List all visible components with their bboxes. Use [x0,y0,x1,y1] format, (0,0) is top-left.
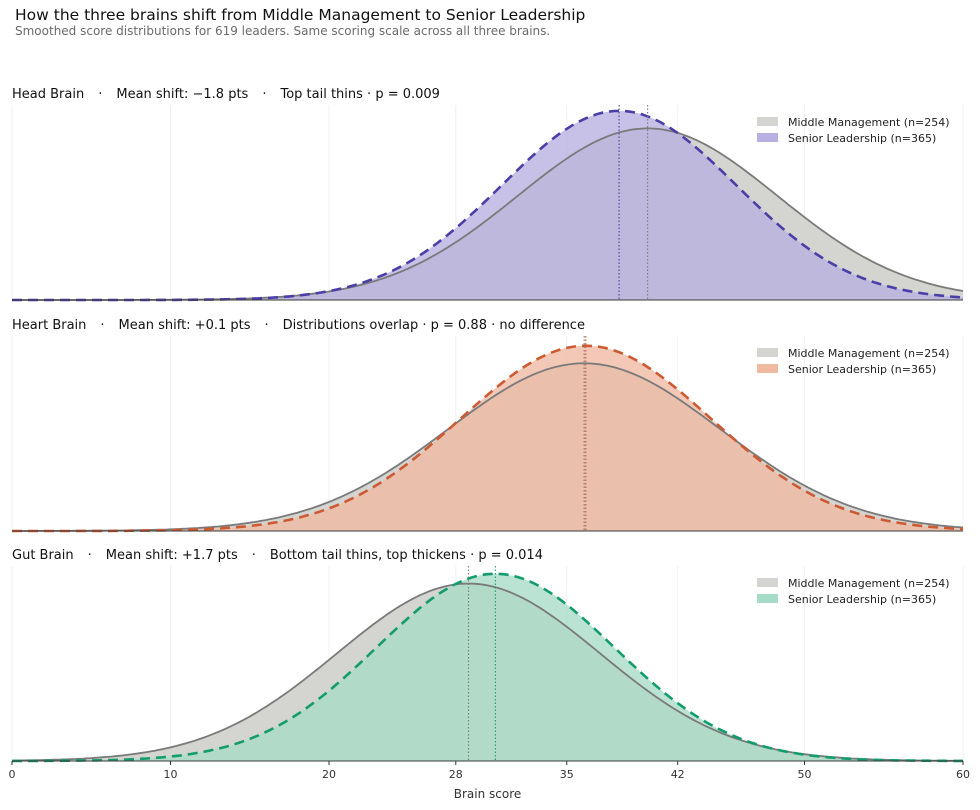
legend-label-middle-management: Middle Management (n=254) [788,347,950,360]
legend-swatch-middle-management [757,348,778,357]
mean-shift-label: Mean shift: +0.1 pts [119,318,251,333]
legend-label-senior-leadership: Senior Leadership (n=365) [788,363,936,376]
panel-header: Gut Brain · Mean shift: +1.7 pts · Bottom ta… [12,548,543,563]
x-tick-label: 50 [798,768,812,781]
x-tick-label: 10 [164,768,178,781]
senior-leadership-line [12,109,964,302]
legend-swatch-senior-leadership [757,364,778,373]
tail-note-label: Bottom tail thins, top thickens · p = 0.… [270,548,543,563]
legend-label-middle-management: Middle Management (n=254) [788,577,950,590]
senior-leadership-line [11,572,963,763]
tail-note-label: Top tail thins · p = 0.009 [279,87,439,102]
panel-name: Heart Brain [12,318,86,333]
legend-label-senior-leadership: Senior Leadership (n=365) [788,132,936,145]
legend-swatch-senior-leadership [757,594,778,603]
tail-note-label: Distributions overlap · p = 0.88 · no di… [283,318,585,333]
panel-header: Heart Brain · Mean shift: +0.1 pts · Distrib… [12,318,585,333]
panel-header: Head Brain · Mean shift: −1.8 pts · Top tail… [12,87,440,102]
mean-shift-label: Mean shift: −1.8 pts [116,87,248,102]
panel-name: Gut Brain [12,548,74,563]
x-tick-label: 60 [956,768,970,781]
legend-swatch-middle-management [757,117,778,126]
senior-leadership-area [12,345,963,531]
legend-label-middle-management: Middle Management (n=254) [788,116,950,129]
senior-leadership-area [12,573,963,761]
panel-name: Head Brain [12,87,84,102]
x-axis-title: Brain score [454,787,522,801]
x-tick-label: 35 [560,768,574,781]
x-tick-label: 0 [9,768,16,781]
x-tick-label: 20 [322,768,336,781]
x-tick-label: 28 [449,768,463,781]
chart-subtitle: Smoothed score distributions for 619 lea… [15,24,551,38]
mean-shift-label: Mean shift: +1.7 pts [106,548,238,563]
senior-leadership-line [12,344,964,533]
legend-label-senior-leadership: Senior Leadership (n=365) [788,593,936,606]
chart-title: How the three brains shift from Middle M… [15,6,586,24]
middle-management-line [11,582,963,762]
senior-leadership-area [12,110,963,301]
x-tick-label: 42 [671,768,685,781]
legend-swatch-middle-management [757,578,778,587]
middle-management-line [12,362,964,532]
legend-swatch-senior-leadership [757,133,778,142]
